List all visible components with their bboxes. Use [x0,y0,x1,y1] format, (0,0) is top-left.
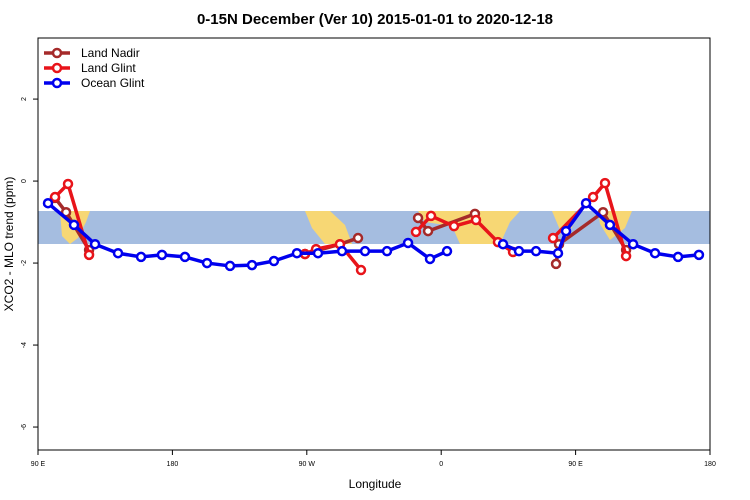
data-point [62,178,74,190]
data-point [672,251,684,263]
data-point [441,245,453,257]
data-point [560,225,572,237]
x-tick-label: 90 W [299,461,316,468]
data-point [649,247,661,259]
data-point [224,260,236,272]
data-point [112,247,124,259]
legend-label: Land Nadir [81,46,140,60]
x-tick-label: 90 E [31,461,46,468]
data-point [550,258,562,270]
y-axis-label: XCO2 - MLO trend (ppm) [2,177,16,312]
legend-marker [51,62,63,74]
data-point [381,245,393,257]
data-point [156,249,168,261]
data-point [412,212,424,224]
data-point [410,226,422,238]
data-point [580,197,592,209]
data-point [470,214,482,226]
data-point [422,225,434,237]
data-point [246,259,258,271]
data-point [597,206,609,218]
y-tick-label: -4 [21,342,28,348]
x-axis-label: Longitude [349,477,402,491]
data-point [599,177,611,189]
data-point [68,219,80,231]
x-tick-label: 90 E [568,461,583,468]
legend-marker [51,47,63,59]
x-tick-label: 180 [704,461,716,468]
data-point [604,219,616,231]
data-point [513,245,525,257]
data-point [359,245,371,257]
data-point [627,238,639,250]
data-point [424,253,436,265]
legend-label: Land Glint [81,61,136,75]
y-tick-label: 2 [21,97,28,101]
data-point [42,197,54,209]
data-point [83,249,95,261]
data-point [268,255,280,267]
data-point [587,191,599,203]
data-point [291,247,303,259]
y-tick-label: -2 [21,260,28,266]
data-point [425,210,437,222]
data-point [402,237,414,249]
x-tick-label: 180 [167,461,179,468]
data-point [355,264,367,276]
data-point [49,191,61,203]
data-point [620,250,632,262]
data-point [352,232,364,244]
plot-frame [37,37,711,451]
data-point [89,238,101,250]
data-point [497,238,509,250]
plot-area [42,177,705,276]
legend-label: Ocean Glint [81,76,145,90]
data-point [547,232,559,244]
data-point [336,245,348,257]
data-point [312,247,324,259]
data-point [530,245,542,257]
chart-title: 0-15N December (Ver 10) 2015-01-01 to 20… [197,11,553,28]
data-point [448,220,460,232]
y-tick-label: -6 [21,424,28,430]
legend-marker [51,77,63,89]
data-point [179,251,191,263]
data-point [201,257,213,269]
x-tick-label: 0 [439,461,443,468]
data-point [552,247,564,259]
y-tick-label: 0 [21,179,28,183]
data-point [693,249,705,261]
data-point [135,251,147,263]
